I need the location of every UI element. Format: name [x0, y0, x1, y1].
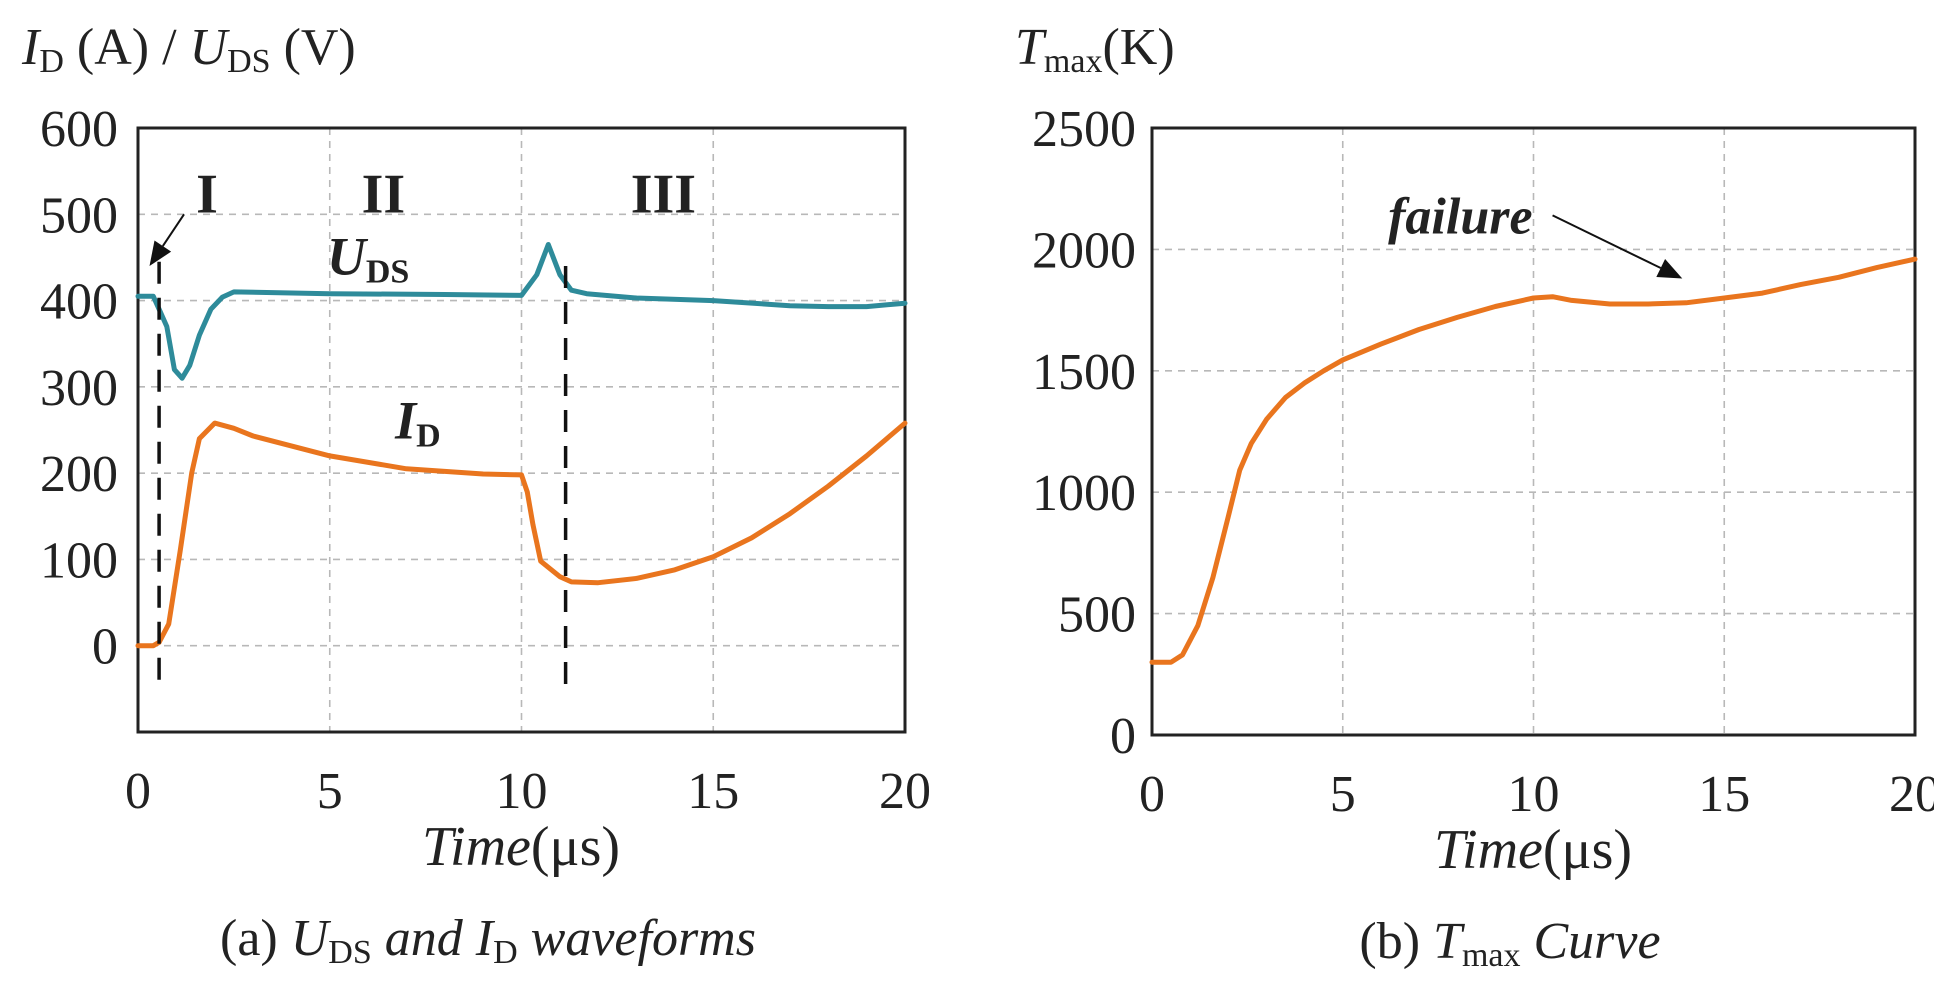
chart-a-xlabel-unit: (μs)	[531, 816, 620, 878]
chart-b-caption-symbol-1: T	[1433, 913, 1465, 970]
chart-a-xtick-label: 20	[879, 763, 931, 820]
chart-b-xtick-label: 0	[1139, 766, 1165, 823]
chart-b-ytick-label: 500	[1058, 587, 1136, 644]
chart-b-ytick-label: 0	[1110, 708, 1136, 765]
chart-a-xtick-label: 15	[687, 763, 739, 820]
chart-b-caption-subscript-1: max	[1462, 937, 1521, 974]
chart-b-xlabel-italic: Time	[1434, 819, 1543, 881]
chart-a-caption-symbol-1: U	[291, 910, 332, 967]
chart-a-ylabel-unit: (A) /	[64, 19, 190, 76]
chart-a-ylabel-symbol: I	[21, 19, 42, 76]
chart-a-waveforms: 0 100 200 300 400 500 600 0 5 10 15 20 ID (A) / UDS …	[21, 19, 931, 971]
chart-b-plot-frame	[1150, 126, 1917, 737]
chart-a-ylabel-subscript: D	[39, 43, 64, 80]
chart-b-ylabel: Tmax(K)	[1015, 19, 1175, 80]
chart-b-ylabel-unit: (K)	[1102, 19, 1174, 76]
chart-a-xlabel-italic: Time	[422, 816, 531, 878]
chart-b-xlabel: Time(μs)	[1434, 819, 1632, 881]
chart-a-ytick-label: 100	[40, 532, 118, 589]
chart-b-xtick-label: 15	[1698, 766, 1750, 823]
chart-a-series-label-subscript: D	[416, 418, 441, 455]
chart-a-ylabel: ID (A) / UDS (V)	[21, 19, 356, 80]
chart-a-ytick-label: 200	[40, 446, 118, 503]
chart-a-ylabel-subscript-2: DS	[227, 43, 270, 80]
chart-a-ytick-label: 300	[40, 360, 118, 417]
chart-a-series-label-subscript: DS	[366, 254, 409, 291]
chart-a-ytick-label: 500	[40, 187, 118, 244]
chart-b-annotation-label: failure	[1388, 188, 1532, 245]
chart-b-ytick-label: 2000	[1032, 222, 1136, 279]
chart-b-caption: (b) Tmax Curve	[1359, 913, 1660, 974]
chart-a-xtick-label: 10	[496, 763, 548, 820]
chart-a-ylabel-symbol-2: U	[190, 19, 231, 76]
chart-a-series-id-line	[135, 420, 908, 649]
chart-b-xtick-label: 5	[1330, 766, 1356, 823]
chart-a-series-label-symbol: I	[394, 391, 418, 451]
chart-b-ytick-label: 2500	[1032, 101, 1136, 158]
chart-a-series-id-label: ID	[394, 391, 441, 455]
chart-a-ylabel-unit-2: (V)	[271, 19, 356, 76]
chart-b-xtick-label: 10	[1508, 766, 1560, 823]
chart-a-caption-subscript-2: D	[493, 934, 518, 971]
chart-a-region-label: III	[631, 164, 696, 226]
chart-a-xtick-label: 5	[317, 763, 343, 820]
chart-a-plot-frame	[136, 126, 907, 734]
chart-b-annotation-arrow-head	[1656, 259, 1683, 279]
chart-a-annotation-arrow-shaft	[161, 213, 185, 247]
chart-b-ylabel-symbol: T	[1015, 19, 1047, 76]
chart-a-ytick-label: 0	[92, 619, 118, 676]
chart-a-ytick-label: 400	[40, 274, 118, 331]
chart-b-ytick-label: 1000	[1032, 465, 1136, 522]
chart-a-caption-subscript-1: DS	[328, 934, 371, 971]
chart-a-caption-symbol-2: I	[475, 910, 496, 967]
chart-b-caption-suffix: Curve	[1521, 913, 1661, 970]
chart-b-ytick-label: 1500	[1032, 344, 1136, 401]
chart-b-series-tmax-line	[1149, 256, 1918, 665]
chart-a-caption-suffix: waveforms	[518, 910, 756, 967]
chart-a-xlabel: Time(μs)	[422, 816, 620, 878]
chart-a-annotation-arrow-head	[149, 240, 172, 267]
chart-a-xtick-label: 0	[125, 763, 151, 820]
chart-b-ylabel-subscript: max	[1044, 43, 1103, 80]
chart-a-caption-middle: and	[372, 910, 476, 967]
chart-a-ytick-label: 600	[40, 101, 118, 158]
chart-b-xtick-label: 20	[1889, 766, 1934, 823]
chart-b-caption-prefix: (b)	[1359, 913, 1433, 970]
chart-a-region-label: II	[362, 164, 406, 226]
chart-a-series-uds-line	[135, 242, 908, 381]
chart-a-caption: (a) UDS and ID waveforms	[220, 910, 756, 971]
chart-a-caption-prefix: (a)	[220, 910, 291, 967]
chart-a-series-label-symbol: U	[327, 227, 369, 287]
chart-a-series-uds-label: UDS	[327, 227, 409, 291]
chart-b-annotation-arrow-shaft	[1552, 214, 1662, 269]
chart-b-xlabel-unit: (μs)	[1543, 819, 1632, 881]
chart-a-region-label: I	[196, 164, 218, 226]
